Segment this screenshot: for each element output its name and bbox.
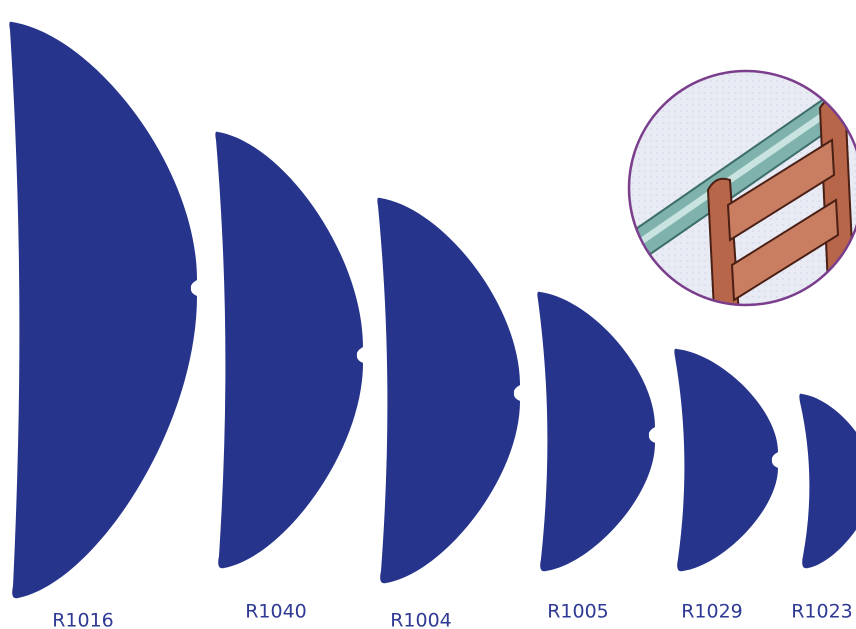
labels: R1016 R1040 R1004 R1005 R1029 R1023 (52, 601, 853, 629)
ring-shape (799, 393, 856, 569)
product-code: R1016 (52, 610, 114, 629)
ring-shape (674, 348, 778, 572)
product-code: R1029 (681, 601, 743, 623)
product-code: R1004 (390, 610, 452, 629)
product-code: R1005 (547, 601, 609, 623)
ring-shape (9, 21, 198, 599)
detail-illustration (627, 69, 856, 307)
rings (9, 21, 856, 599)
ring-shape (537, 291, 655, 572)
product-code: R1023 (791, 601, 853, 623)
ring-shape (377, 197, 520, 584)
ring-shape (215, 131, 363, 569)
product-code: R1040 (245, 601, 307, 623)
